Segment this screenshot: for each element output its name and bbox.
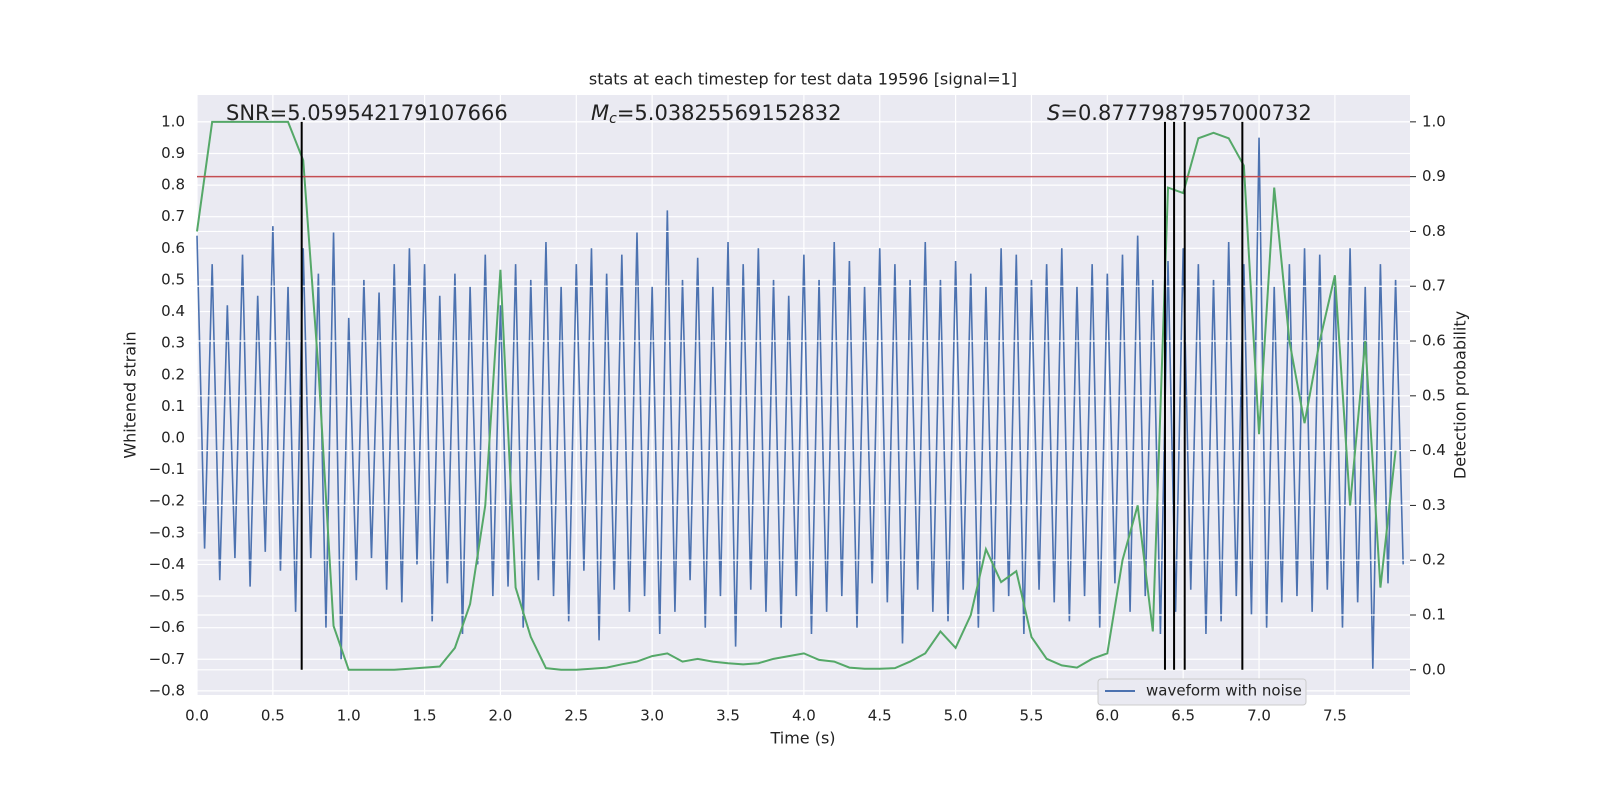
series-line [196, 137, 1404, 669]
snr-annotation: SNR=5.059542179107666 [226, 101, 508, 125]
y-tick-label: −0.6 [149, 618, 185, 636]
mc-symbol: M [591, 101, 609, 125]
y-tick-label: 0.4 [161, 302, 185, 320]
y2-tick-label: 0.3 [1422, 496, 1446, 514]
mc-value: =5.03825569152832 [617, 101, 842, 125]
y-tick-label: 0.2 [161, 365, 185, 383]
y2-tick-label: 0.1 [1422, 606, 1446, 624]
x-tick-label: 2.0 [489, 707, 513, 725]
s-value: =0.8777987957000732 [1060, 101, 1311, 125]
y-tick-label: 0.7 [161, 207, 185, 225]
x-tick-label: 3.0 [640, 707, 664, 725]
x-tick-label: 5.5 [1020, 707, 1044, 725]
y-tick-label: −0.1 [149, 460, 185, 478]
y-tick-label: 0.6 [161, 239, 185, 257]
legend-box [1097, 678, 1307, 706]
y2-tick-label: 0.5 [1422, 386, 1446, 404]
y2-axis-label: Detection probability [1451, 311, 1470, 479]
x-tick-label: 5.0 [944, 707, 968, 725]
y2-tick-label: 1.0 [1422, 112, 1446, 130]
y2-tick-label: 0.8 [1422, 222, 1446, 240]
x-tick-label: 2.5 [564, 707, 588, 725]
y-tick-label: −0.2 [149, 492, 185, 510]
y-tick-label: −0.3 [149, 523, 185, 541]
y-tick-label: 0.5 [161, 270, 185, 288]
y2-tick-label: 0.9 [1422, 167, 1446, 185]
mc-subscript: c [609, 111, 617, 127]
series-line [196, 120, 1397, 671]
s-symbol: S [1047, 101, 1060, 125]
x-tick-label: 4.0 [792, 707, 816, 725]
x-tick-label: 0.5 [261, 707, 285, 725]
s-annotation: S=0.8777987957000732 [1047, 101, 1312, 125]
y2-tick-label: 0.6 [1422, 332, 1446, 350]
y-tick-label: 0.9 [161, 144, 185, 162]
y-axis-label: Whitened strain [121, 331, 140, 458]
y-tick-label: −0.7 [149, 650, 185, 668]
y-tick-label: 1.0 [161, 112, 185, 130]
x-tick-label: 3.5 [716, 707, 740, 725]
legend-label: waveform with noise [1146, 682, 1302, 700]
x-tick-label: 1.5 [413, 707, 437, 725]
x-tick-label: 0.0 [185, 707, 209, 725]
y-tick-label: 0.3 [161, 334, 185, 352]
y2-tick-label: 0.2 [1422, 551, 1446, 569]
y-tick-label: −0.4 [149, 555, 185, 573]
mc-annotation: Mc=5.03825569152832 [591, 101, 842, 127]
x-tick-label: 6.5 [1171, 707, 1195, 725]
x-tick-label: 6.0 [1095, 707, 1119, 725]
y2-tick-label: 0.7 [1422, 277, 1446, 295]
y-tick-label: −0.5 [149, 587, 185, 605]
x-tick-label: 4.5 [868, 707, 892, 725]
y-tick-label: 0.8 [161, 176, 185, 194]
x-tick-label: 1.0 [337, 707, 361, 725]
x-axis-label: Time (s) [769, 729, 835, 748]
x-tick-label: 7.0 [1247, 707, 1271, 725]
y2-tick-label: 0.4 [1422, 441, 1446, 459]
y2-tick-label: 0.0 [1422, 660, 1446, 678]
y-tick-label: 0.0 [161, 428, 185, 446]
chart-title: stats at each timestep for test data 195… [589, 70, 1017, 89]
y-tick-label: 0.1 [161, 397, 185, 415]
y-tick-label: −0.8 [149, 681, 185, 699]
x-tick-label: 7.5 [1323, 707, 1347, 725]
